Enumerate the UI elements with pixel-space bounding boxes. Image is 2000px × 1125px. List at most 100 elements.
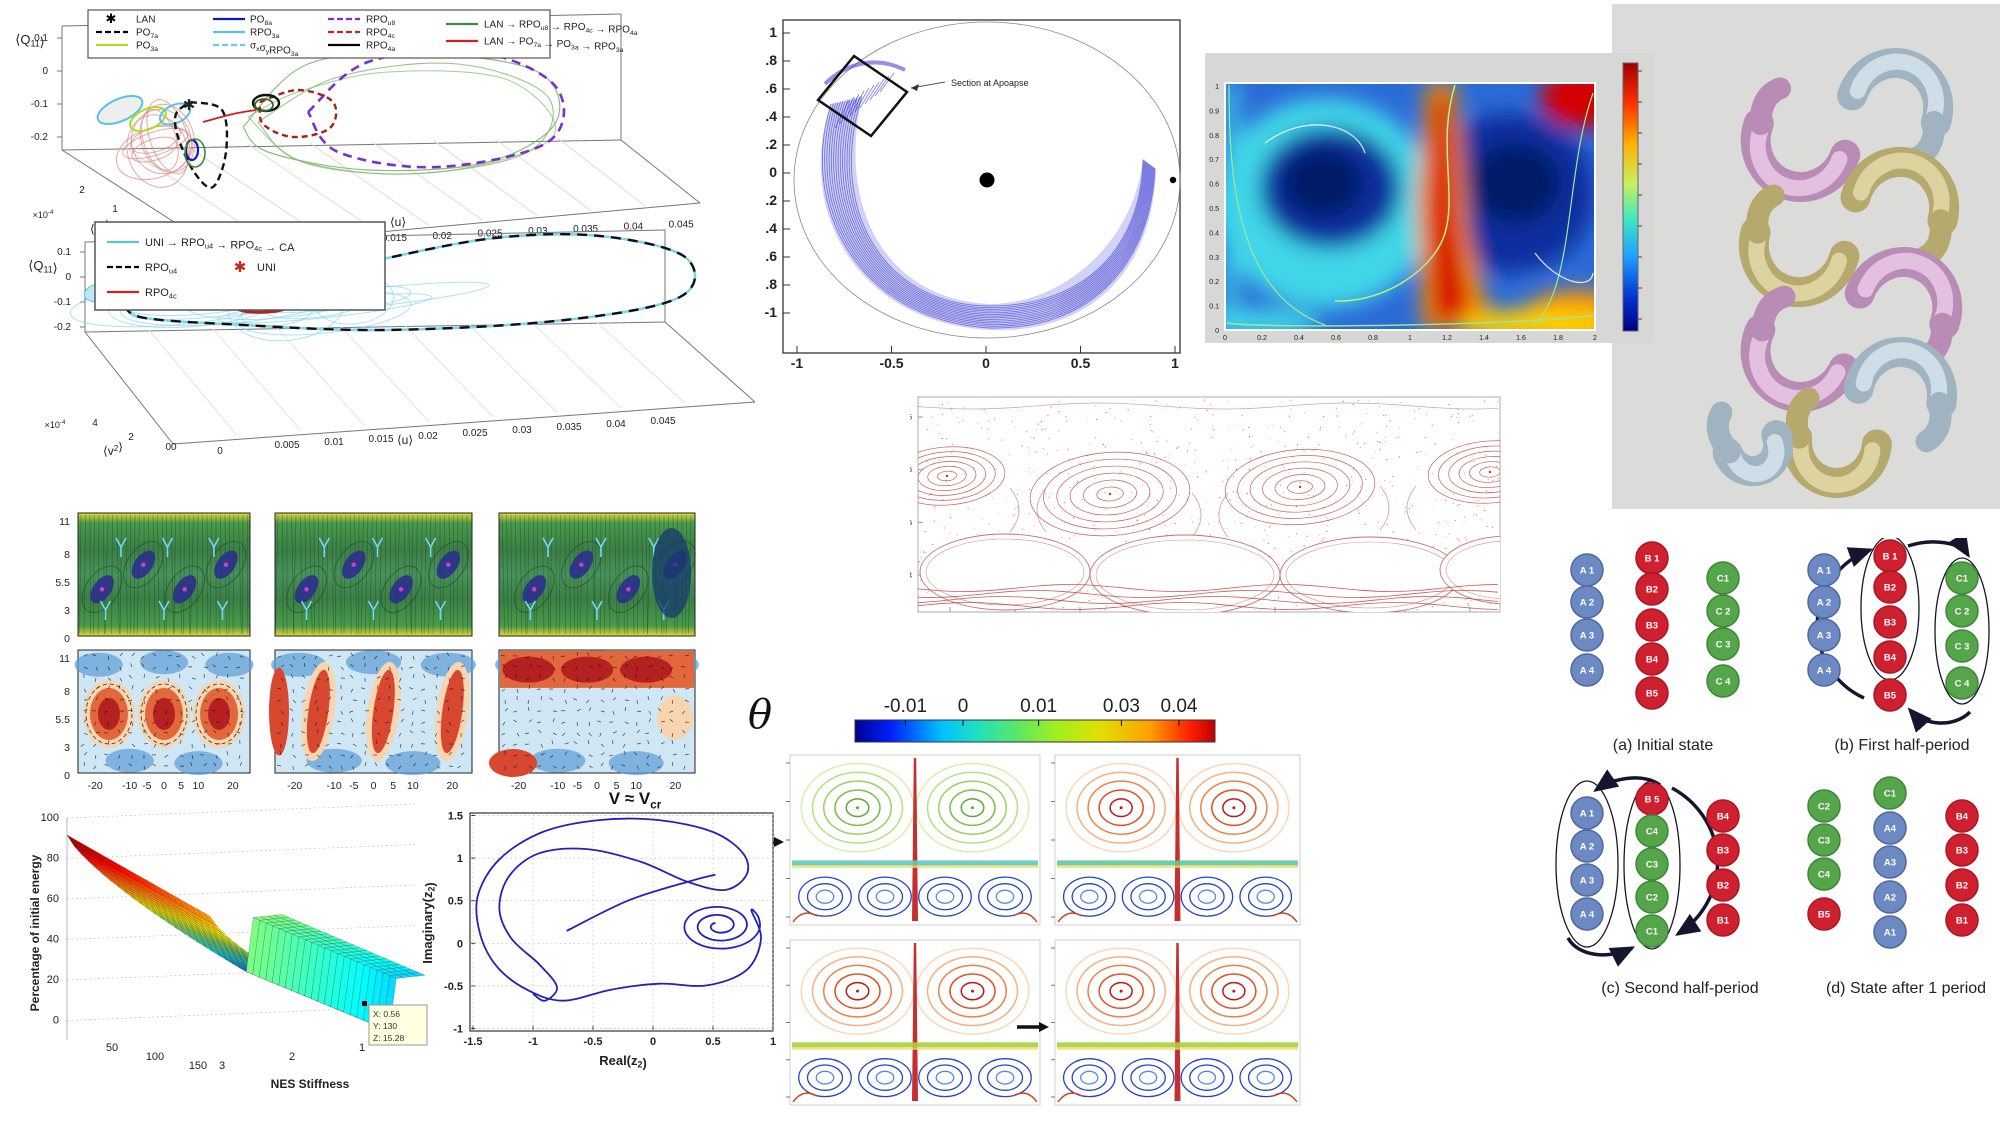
ball [1635, 847, 1669, 881]
ball-label: A 4 [1580, 666, 1595, 677]
ball-label: A 2 [1580, 842, 1594, 853]
tick-label: 11 [59, 516, 70, 528]
legend-label: PO7a [136, 28, 158, 41]
tick-label: -1 [765, 304, 777, 320]
tick-label: 0 [64, 633, 70, 645]
tick-label: 0.035 [556, 422, 581, 433]
tick-label: 5.5 [55, 714, 70, 726]
datatip-line: Y: 130 [373, 1021, 397, 1031]
isosurface-hook [1843, 337, 1957, 453]
tick-label: 4 [92, 418, 98, 429]
ball-label: A2 [1884, 893, 1896, 904]
ball [1570, 653, 1604, 687]
y-axis-label: ⟨v2⟩ [103, 440, 123, 458]
ball [1945, 594, 1979, 628]
ball [1706, 561, 1740, 595]
tick-label: 0.5 [1071, 355, 1091, 370]
ball [1635, 608, 1669, 642]
x-tick: 0 [371, 780, 377, 792]
tick-label: 0.4 [910, 573, 912, 580]
x-tick: 20 [227, 780, 239, 792]
grid [66, 803, 416, 1040]
tick-label: 0.6 [1331, 335, 1341, 342]
tick-label: 0.025 [462, 428, 487, 439]
tick-label: 1.2 [1442, 335, 1452, 342]
ball [1706, 799, 1740, 833]
ball-label: C2 [1818, 802, 1830, 813]
legend-label: UNI [257, 262, 276, 274]
tick-label: 0.6 [1209, 182, 1219, 189]
tick-label: -1 [528, 1036, 538, 1048]
ball [1706, 627, 1740, 661]
figure-ball-diagram: A 1 A 2 A 3 A 4 B 1 B2 B3 B4 B5 C1 C 2 C 3 C 4 (a) In… [1540, 531, 2000, 1018]
tick-label: 0.4 [765, 108, 777, 124]
figure-apoapse-orbit: 1 0.8 0.6 0.4 0.2 0 -0.2 -0.4 -0.6 -0.8 -1 -1 -0.5 0 0… [753, 8, 1190, 375]
ball-label: B3 [1884, 618, 1896, 629]
tick-label: -0.2 [31, 132, 49, 143]
tick-label: 2 [128, 432, 134, 443]
x-tick: 0.045 [669, 219, 694, 230]
x-axis-label: Real(z2) [599, 1053, 647, 1071]
x-tick: -5 [142, 780, 151, 792]
x-tick: -5 [349, 780, 358, 792]
figure-phase-portrait-top: 0.10-0.1-0.2⟨Q11⟩00.0050.010.0150.020.02… [8, 2, 708, 259]
tick-label: 0 [64, 770, 70, 782]
ball [1635, 572, 1669, 606]
tick-label: 0.1 [34, 33, 48, 44]
colorbar-tick: 0 [958, 696, 969, 717]
ball-panel-b: A 1 A 2 A 3 A 4 B 1 B2 B3 B4 B5 C1 C 2 C 3 C 4 (b) Fi… [1807, 531, 1990, 754]
spiral-title: V ≈ Vcr [608, 789, 662, 812]
convection-panel [1051, 754, 1301, 926]
ball-label: B1 [1956, 916, 1969, 927]
ball [1706, 664, 1740, 698]
ball-label: B2 [1884, 583, 1896, 594]
convection-panel [786, 754, 1041, 926]
figure-nes-surface: 100 80 60 40 20 0 Percentage of initial energy… [25, 793, 450, 1108]
tick-label: 0.1 [1209, 304, 1219, 311]
tick-label: 0.55 [910, 415, 912, 422]
tick-label: 0.2 [1209, 279, 1219, 286]
legend-label: RPO3a [250, 28, 279, 41]
ball-label: A 4 [1580, 910, 1595, 921]
ball-label: C1 [1646, 927, 1659, 938]
orbit-tube [820, 60, 1156, 331]
ball [1706, 594, 1740, 628]
colorbar-tick: 0.03 [1103, 696, 1140, 717]
ball-label: B3 [1717, 846, 1729, 857]
tick-label: 0.01 [324, 437, 344, 448]
tick-label: 0.6 [765, 80, 777, 96]
tick-label: 0 [457, 938, 463, 950]
flow-panel-top [77, 512, 251, 637]
ball [1873, 776, 1907, 810]
tick-label: 1 [1408, 335, 1412, 342]
ball [1570, 863, 1604, 897]
ball-label: C1 [1717, 574, 1730, 585]
y-axis-label: Percentage of initial energy [28, 854, 42, 1011]
convection-panel [1051, 939, 1301, 1106]
tick-label: 1 [112, 204, 118, 215]
tick-label: 0.5 [910, 467, 912, 474]
legend-label: PO8a [250, 15, 272, 28]
x-tick: 0.02 [432, 231, 452, 242]
tick-label: 0.005 [274, 440, 299, 451]
legend-marker: ✱ [106, 11, 117, 26]
ball-label: A 2 [1817, 598, 1831, 609]
tick-label: 0 [217, 446, 223, 457]
tick-label: 0.4 [1209, 230, 1219, 237]
x-tick: 0 [594, 780, 600, 792]
ball-label: C1 [1884, 789, 1897, 800]
figure-isosurface-render [1612, 4, 2000, 514]
x-tick: 20 [670, 780, 682, 792]
ball-label: A4 [1884, 824, 1897, 835]
x-tick: -20 [511, 780, 526, 792]
tick-label: -0.1 [31, 99, 49, 110]
tick-label: 3 [219, 1060, 225, 1072]
theta-colorbar [854, 719, 1216, 743]
x-tick: 20 [446, 780, 458, 792]
legend-label: RPOu8 [366, 15, 395, 28]
tick-label: -0.5 [584, 1036, 603, 1048]
ball-label: A 4 [1817, 666, 1832, 677]
ball [1807, 585, 1841, 619]
legend-label: RPO4c [366, 28, 395, 41]
